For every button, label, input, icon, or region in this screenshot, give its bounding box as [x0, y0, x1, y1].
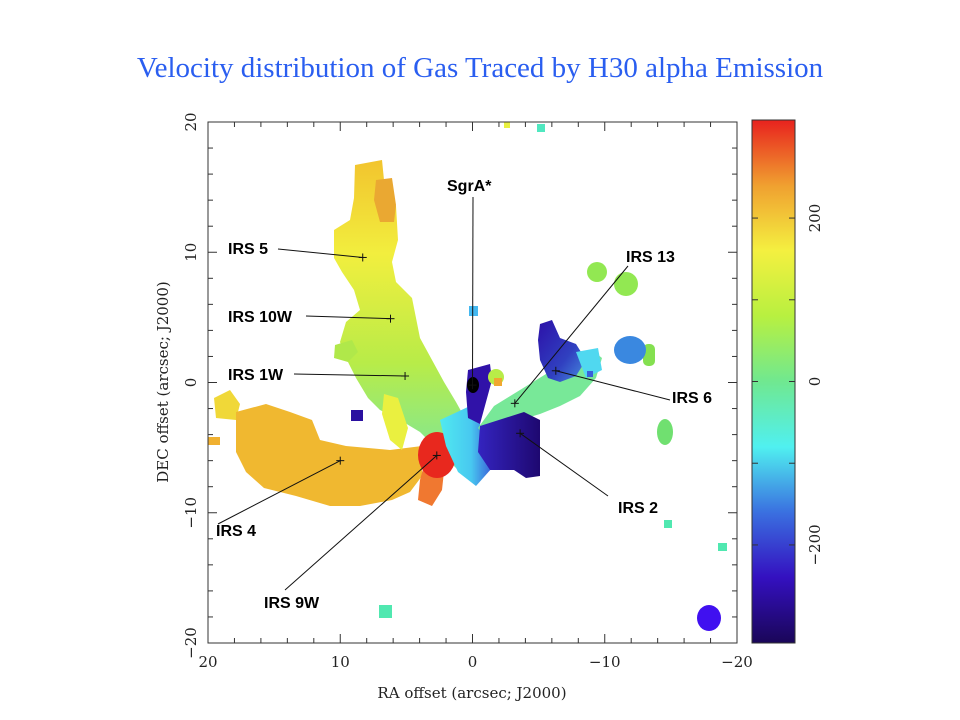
- source-label: IRS 6: [672, 390, 712, 407]
- irs13-indigo-region: [538, 320, 586, 382]
- small-teal-dot-top: [537, 124, 545, 132]
- source-annotations: IRS 5 IRS 10W IRS 1W SgrA* IRS 13 IRS 6 IRS 2 I…: [216, 178, 712, 612]
- x-tick-label: 10: [331, 653, 350, 671]
- y-tick-label: 0: [182, 378, 200, 388]
- irs4-region: [236, 404, 422, 506]
- small-indigo-dot: [351, 410, 363, 421]
- small-blue-dot-2: [587, 371, 593, 377]
- x-tick-label: −20: [721, 653, 753, 671]
- small-teal-dot-bottom: [379, 605, 392, 618]
- source-label: IRS 9W: [264, 595, 320, 612]
- leader-line: [555, 370, 671, 401]
- emission-regions: [208, 122, 727, 631]
- green-blob-a: [587, 262, 607, 282]
- colorbar: [751, 119, 796, 644]
- leader-line: [514, 265, 629, 404]
- blue-blob: [614, 336, 646, 364]
- source-label: IRS 5: [228, 241, 268, 258]
- source-label: IRS 4: [216, 523, 256, 540]
- y-tick-label: 10: [182, 243, 200, 262]
- leader-line: [293, 373, 406, 377]
- yellow-strand: [382, 394, 408, 450]
- cyan-fragment: [576, 348, 602, 378]
- slide-title: Velocity distribution of Gas Traced by H…: [136, 52, 824, 84]
- colorbar-tick-label: 200: [806, 204, 824, 233]
- y-tick-label: −10: [182, 497, 200, 529]
- source-label: IRS 1W: [228, 367, 284, 384]
- x-tick-label: −10: [589, 653, 621, 671]
- y-axis-label: DEC offset (arcsec; J2000): [154, 281, 172, 482]
- green-lobe: [334, 340, 358, 362]
- source-label: IRS 13: [626, 249, 675, 266]
- small-teal-dot-east-2: [718, 543, 727, 551]
- small-teal-dot-east: [664, 520, 672, 528]
- leader-line: [284, 455, 438, 591]
- leader-line: [277, 248, 363, 258]
- source-label: IRS 10W: [228, 309, 293, 326]
- y-tick-label: 20: [182, 112, 200, 131]
- colorbar-tick-label: 0: [806, 377, 824, 387]
- x-axis-label: RA offset (arcsec; J2000): [377, 684, 566, 702]
- orange-fragment: [208, 437, 220, 445]
- small-blue-dot: [469, 306, 478, 316]
- green-east-blob: [657, 419, 673, 445]
- colorbar-ticks: 200 0 −200: [752, 204, 824, 566]
- yellow-west-patch: [214, 390, 240, 420]
- small-yellow-dot: [504, 122, 510, 128]
- green-blob-b: [614, 272, 638, 296]
- green-strip: [643, 344, 655, 366]
- leader-line: [472, 196, 474, 386]
- orange-patch: [374, 178, 396, 222]
- northern-arm: [334, 160, 470, 472]
- source-label: IRS 2: [618, 500, 658, 517]
- y-tick-label: −20: [182, 627, 200, 659]
- velocity-gradient-band: [440, 406, 492, 486]
- irs2-region: [478, 412, 540, 478]
- leader-line: [217, 460, 341, 525]
- x-tick-label: 20: [198, 653, 217, 671]
- beam-ellipse: [697, 605, 721, 631]
- leader-line: [305, 315, 391, 320]
- source-label: SgrA*: [447, 178, 492, 195]
- colorbar-tick-label: −200: [806, 524, 824, 565]
- x-tick-label: 0: [468, 653, 478, 671]
- orange-knot: [494, 378, 502, 386]
- leader-line: [519, 432, 609, 497]
